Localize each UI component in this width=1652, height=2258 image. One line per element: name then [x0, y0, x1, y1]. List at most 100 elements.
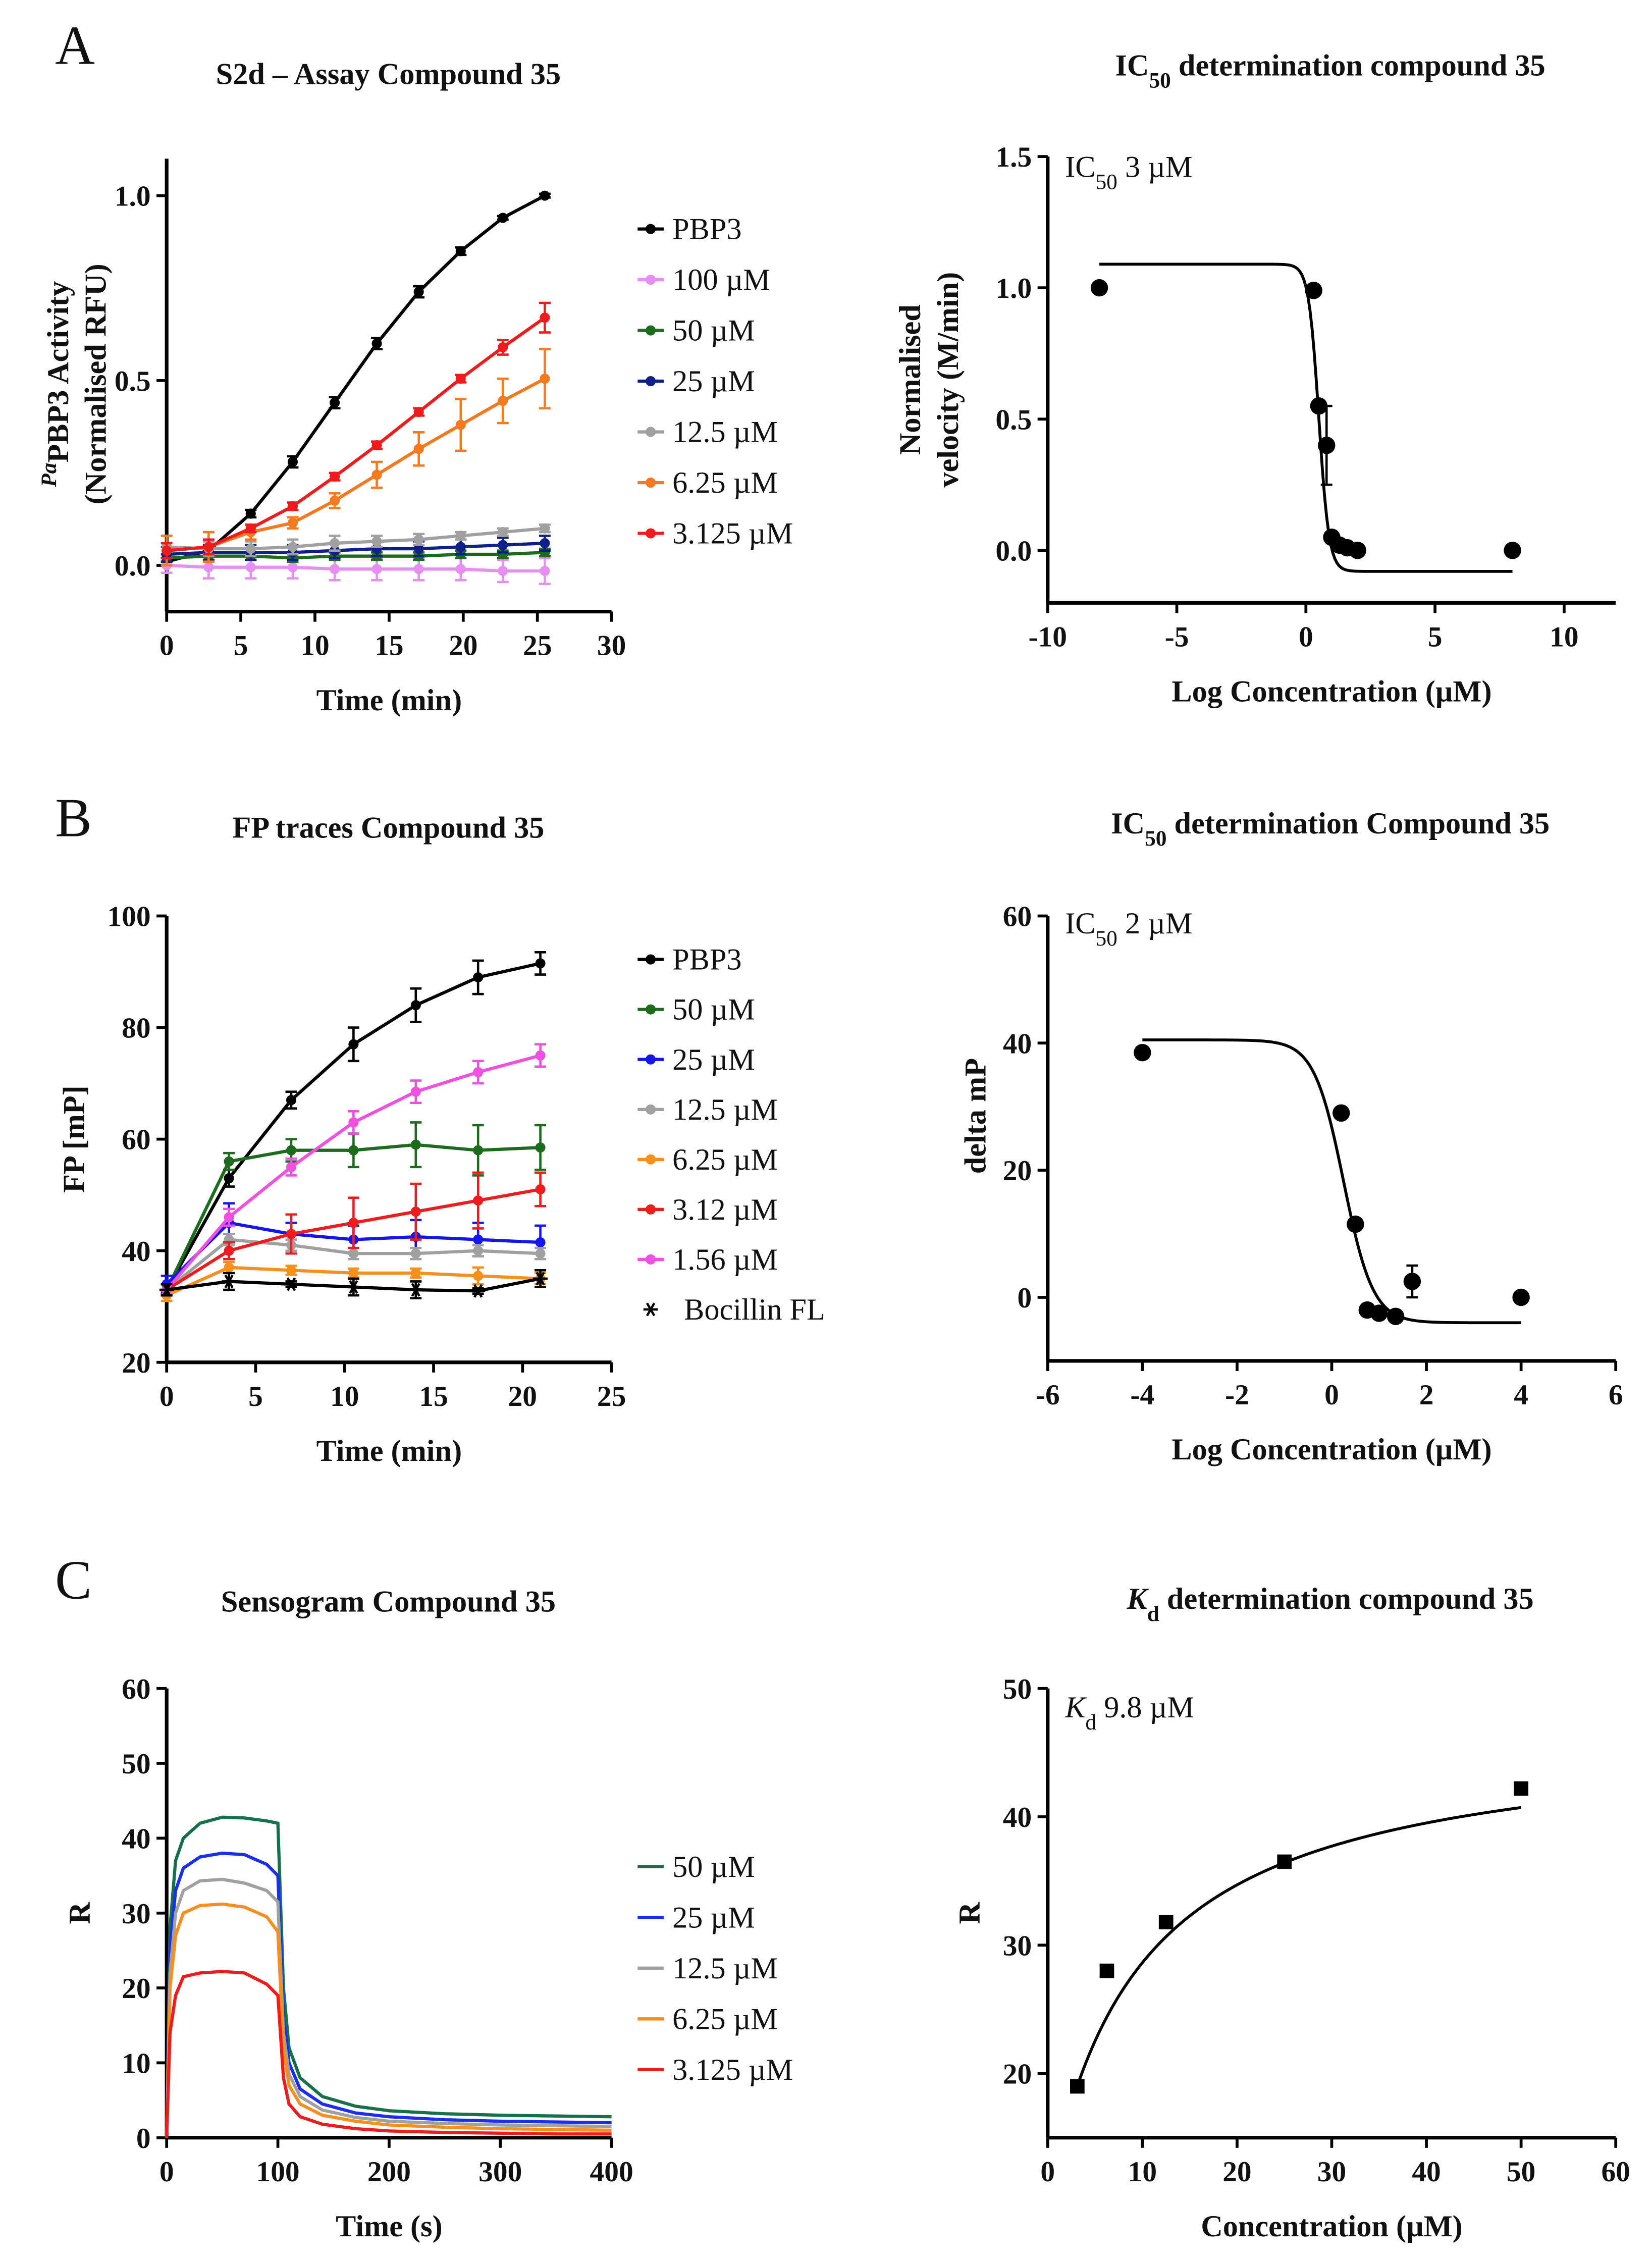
text-part: S2d – Assay Compound 35 [216, 58, 561, 91]
data-point [646, 376, 656, 387]
legend-label: 12.5 µM [672, 415, 778, 449]
legend-label: 50 µM [672, 1850, 755, 1884]
legend-item: 6.25 µM [637, 466, 778, 500]
y-tick-label: 60 [122, 1124, 150, 1156]
text-part: IC [1115, 48, 1149, 82]
data-point [287, 456, 298, 467]
x-tick-label: 10 [300, 630, 329, 662]
series-line [167, 541, 545, 556]
data-point [1512, 1288, 1530, 1306]
x-tick-label: 20 [1222, 2156, 1251, 2188]
data-point [540, 565, 550, 576]
legend-item: 50 µM [637, 993, 755, 1027]
series-line [167, 551, 545, 560]
y-tick-label: 20 [1003, 1155, 1032, 1187]
x-tick-label: 2 [1419, 1379, 1434, 1411]
y-tick-label: 1.5 [995, 141, 1032, 173]
data-point [330, 471, 340, 482]
x-tick-label: 0 [1040, 2156, 1055, 2188]
data-point [286, 1095, 297, 1106]
data-point [245, 523, 256, 534]
fit-curve [1076, 1806, 1522, 2087]
legend-item: 3.12 µM [637, 1193, 778, 1227]
data-point [1347, 1215, 1364, 1233]
series-0 [1090, 262, 1521, 573]
data-point [348, 1268, 359, 1278]
data-point [413, 534, 424, 545]
chart-title: Kd determination compound 35 [1127, 1582, 1534, 1626]
data-point [540, 523, 550, 534]
subscript: 50 [1095, 926, 1117, 951]
chart-6: Kd determination compound 35 0 10 20 30 40 50 6… [953, 1582, 1630, 2243]
data-point [224, 1262, 234, 1273]
chart-5: C Sensogram Compound 35 0 100 200 300 400 0 10 20… [55, 1550, 793, 2243]
x-tick-label: 10 [1128, 2156, 1157, 2188]
x-tick-label: 30 [1317, 2156, 1346, 2188]
asterisk-stroke [162, 1283, 172, 1297]
series-line [165, 1970, 612, 2138]
data-point [1333, 1104, 1350, 1122]
legend-label: 12.5 µM [672, 1952, 778, 1985]
panel-label: B [55, 787, 92, 849]
x-tick-label: -5 [1165, 621, 1189, 653]
chart-4: IC50 determination Compound 35-6 -4 -2 0 2 4 6… [958, 807, 1623, 1466]
y-tick-label: 60 [1003, 901, 1032, 933]
data-point [473, 1067, 484, 1078]
data-point [413, 444, 424, 454]
data-point [348, 1117, 359, 1128]
x-tick-label: 15 [419, 1381, 448, 1412]
y-tick-label: 40 [122, 1823, 150, 1855]
legend-item: 6.25 µM [637, 1143, 778, 1177]
y-axis-label: R [953, 1901, 987, 1924]
x-tick-label: 25 [523, 630, 552, 662]
x-tick-label: 0 [159, 1381, 174, 1412]
legend-label: 3.125 µM [672, 517, 793, 551]
data-point [498, 342, 508, 352]
data-point [1403, 1273, 1421, 1290]
x-tick-label: 40 [1412, 2156, 1441, 2188]
legend-item: PBP3 [637, 943, 742, 977]
data-point-asterisk [408, 1283, 423, 1297]
y-tick-label: 30 [122, 1898, 150, 1930]
data-point [224, 1245, 234, 1256]
y-axis-label: velocity (M/min) [931, 272, 965, 488]
x-tick-label: 5 [1428, 621, 1443, 653]
series-line [165, 1815, 612, 2138]
annotation: Kd 9.8 µM [1064, 1691, 1194, 1735]
x-tick-label: 10 [330, 1381, 359, 1412]
x-tick-label: -4 [1130, 1379, 1154, 1411]
x-tick-label: 25 [597, 1381, 626, 1412]
series-line [166, 377, 546, 552]
text-part: FP traces Compound 35 [233, 811, 545, 845]
x-tick-label: 100 [256, 2156, 299, 2188]
text-part: R [953, 1901, 987, 1924]
data-point [224, 1156, 234, 1167]
data-point-asterisk [159, 1283, 174, 1297]
data-point [413, 564, 424, 574]
asterisk-stroke [536, 1272, 545, 1286]
data-point [473, 1234, 484, 1245]
data-point [1099, 1963, 1114, 1978]
data-point [286, 1145, 297, 1156]
y-tick-label: 50 [1003, 1673, 1032, 1705]
x-tick-label: 10 [1550, 621, 1578, 653]
data-point [455, 374, 466, 384]
y-axis-label: delta mP [958, 1058, 992, 1174]
x-tick-label: 6 [1609, 1379, 1623, 1411]
series-3.125-M [165, 1970, 612, 2138]
y-axis-label: Normalised [893, 304, 927, 455]
data-point [646, 477, 656, 488]
x-tick-label: 0 [159, 2156, 174, 2188]
series-50-M [165, 1815, 612, 2138]
x-axis-label: Log Concentration (µM) [1171, 1433, 1491, 1466]
data-point [535, 1237, 546, 1248]
x-tick-label: 60 [1601, 2156, 1630, 2188]
legend-item: 12.5 µM [637, 415, 778, 449]
text-part: determination Compound 35 [1166, 807, 1550, 841]
series-12.5-M [165, 1877, 612, 2138]
data-point [473, 1145, 484, 1156]
data-point [1370, 1304, 1388, 1322]
chart-title: IC50 determination compound 35 [1115, 48, 1545, 92]
legend-label: 25 µM [672, 1043, 755, 1077]
legend: PBP3 100 µM 50 µM 25 µM 12.5 µM 6.25 µM 3.125 … [637, 213, 793, 551]
